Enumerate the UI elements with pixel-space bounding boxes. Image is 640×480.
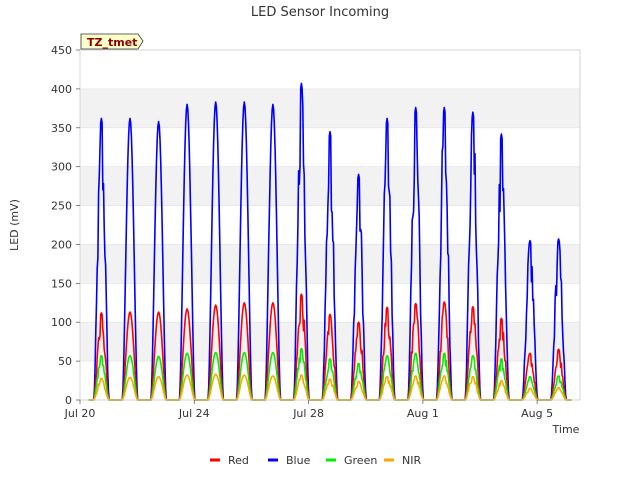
series-layer	[88, 82, 572, 401]
y-tick-label: 400	[51, 83, 72, 96]
y-tick-label: 200	[51, 238, 72, 251]
y-tick-label: 150	[51, 277, 72, 290]
x-tick-label: Jul 24	[178, 407, 210, 420]
grid-band	[80, 88, 580, 128]
series-line	[88, 373, 572, 401]
series-line	[88, 347, 572, 401]
series-green	[88, 347, 572, 401]
x-tick-label: Aug 1	[407, 407, 439, 420]
y-tick-label: 300	[51, 161, 72, 174]
x-tick-label: Jul 20	[64, 407, 96, 420]
legend-item-red: Red	[210, 454, 249, 467]
series-red	[88, 293, 572, 401]
legend-label: Green	[344, 454, 377, 467]
grid-band	[80, 166, 580, 206]
legend-label: Blue	[286, 454, 311, 467]
legend-item-green: Green	[326, 454, 377, 467]
x-axis-label: Time	[552, 423, 580, 436]
legend-item-blue: Blue	[268, 454, 311, 467]
legend-label: NIR	[402, 454, 421, 467]
y-tick-label: 350	[51, 122, 72, 135]
x-tick-label: Aug 5	[521, 407, 553, 420]
y-tick-label: 450	[51, 44, 72, 57]
series-line	[88, 293, 572, 401]
site-badge-text: TZ_tmet	[87, 36, 137, 49]
legend-item-nir: NIR	[384, 454, 421, 467]
legend: Red Blue Green NIR	[210, 454, 421, 467]
plot-frame	[79, 49, 581, 401]
site-badge: TZ_tmet	[80, 33, 144, 50]
legend-label: Red	[228, 454, 249, 467]
y-tick-label: 250	[51, 200, 72, 213]
y-tick-label: 0	[65, 394, 72, 407]
y-axis-label: LED (mV)	[8, 199, 21, 251]
x-tick-label: Jul 28	[292, 407, 324, 420]
series-nir	[88, 373, 572, 401]
site-badge-box	[80, 33, 144, 50]
chart-title: LED Sensor Incoming	[251, 5, 389, 20]
axes: 0 50 100 150 200 250 300 350 400 450 Jul 20 Jul 24 J…	[51, 44, 581, 420]
series-line	[88, 82, 572, 401]
series-blue	[88, 82, 572, 401]
y-tick-label: 50	[58, 355, 72, 368]
y-tick-label: 100	[51, 316, 72, 329]
